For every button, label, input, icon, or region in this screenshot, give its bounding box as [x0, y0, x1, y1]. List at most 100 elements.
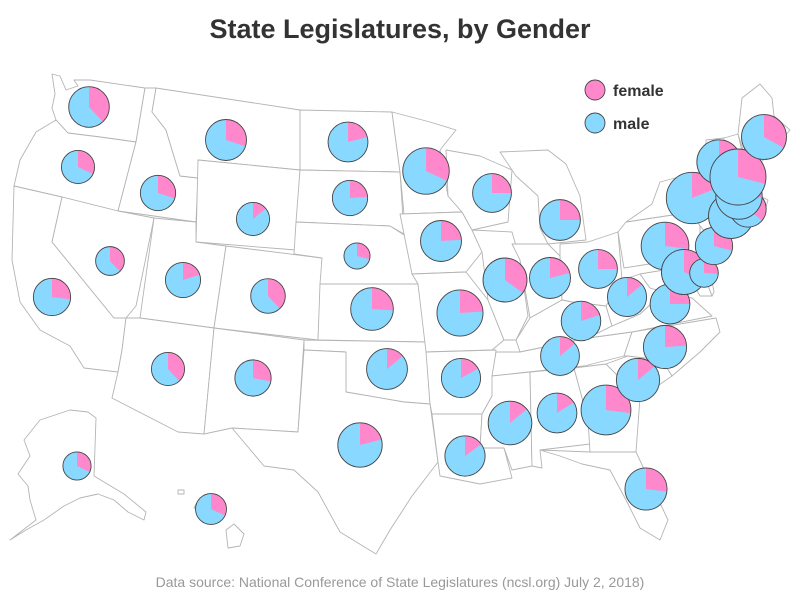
pie-outline — [250, 278, 286, 314]
state-pie-ky — [560, 300, 602, 342]
state-pie-id — [139, 174, 177, 212]
pie-outline — [68, 86, 110, 128]
state-pie-nc — [642, 324, 688, 370]
pie-outline — [402, 147, 450, 195]
pie-outline — [580, 384, 632, 436]
pie-outline — [95, 246, 125, 276]
pie-slice-female — [665, 222, 689, 249]
pie-outline — [487, 400, 533, 446]
pie-slice-female — [360, 422, 382, 445]
pie-slice-female — [560, 199, 581, 220]
pie-slice-female — [350, 180, 368, 198]
pie-outline — [482, 257, 528, 303]
state-pie-al — [536, 392, 578, 434]
state-pie-nd — [327, 121, 369, 163]
state-pie-az — [150, 351, 186, 387]
legend-item-male: male — [584, 112, 650, 134]
pie-outline — [235, 201, 271, 237]
pie-slice-female — [606, 385, 631, 414]
pie-slice-female — [646, 467, 668, 492]
pie-slice-female — [505, 258, 527, 293]
state-pie-nm — [234, 359, 272, 397]
pie-slice-female — [183, 262, 200, 280]
pie-outline — [343, 242, 371, 270]
pie-outline — [578, 249, 618, 289]
state-shape-tx — [231, 349, 439, 555]
pie-outline — [62, 451, 92, 481]
state-pie-me — [741, 114, 787, 160]
pie-outline — [234, 359, 272, 397]
pie-slice-female — [665, 325, 687, 347]
state-pie-ms — [487, 400, 533, 446]
pie-outline — [440, 357, 482, 399]
pie-slice-female — [268, 278, 286, 309]
pie-outline — [420, 220, 462, 262]
state-pie-wa — [68, 86, 110, 128]
state-pie-ar — [440, 357, 482, 399]
legend-swatch-male — [584, 112, 606, 134]
pie-slice-female — [627, 277, 643, 297]
pie-slice-female — [692, 172, 716, 198]
map-title: State Legislatures, by Gender — [209, 14, 591, 44]
state-pie-oh — [578, 249, 618, 289]
pie-outline — [327, 121, 369, 163]
pie-outline — [529, 257, 571, 299]
state-pie-ut — [164, 261, 202, 299]
pie-slice-female — [52, 278, 71, 300]
pie-outline — [709, 148, 767, 206]
pie-slice-female — [638, 358, 655, 380]
state-pie-tn — [540, 336, 580, 376]
pie-slice-female — [764, 114, 787, 148]
legend-swatch-female — [584, 79, 606, 101]
pie-outline — [331, 179, 369, 217]
pie-slice-female — [253, 359, 272, 382]
pie-outline — [615, 357, 661, 403]
legend: female male — [584, 79, 664, 134]
state-pie-ks — [350, 287, 394, 331]
pie-slice-female — [226, 119, 247, 147]
state-pie-wi — [472, 173, 512, 213]
state-pie-wv — [607, 277, 647, 317]
state-pie-mi — [539, 199, 581, 241]
pie-slice-female — [357, 242, 371, 260]
pie-slice-female — [550, 257, 570, 278]
pie-outline — [150, 351, 186, 387]
state-pie-in — [529, 257, 571, 299]
pie-outline — [164, 261, 202, 299]
pie-slice-female — [89, 86, 110, 122]
pie-slice-female — [441, 220, 462, 241]
pie-outline — [642, 324, 688, 370]
pie-outline — [337, 422, 383, 468]
state-pie-mt — [205, 119, 247, 161]
state-pie-la — [444, 435, 486, 477]
pie-outline — [624, 467, 668, 511]
pie-slice-female — [492, 173, 512, 193]
state-pie-nh — [709, 148, 767, 206]
data-source-note: Data source: National Conference of Stat… — [155, 574, 645, 590]
pie-slice-female — [460, 289, 483, 313]
pie-outline — [607, 277, 647, 317]
legend-label-male: male — [613, 116, 650, 133]
pie-slice-female — [465, 435, 482, 456]
pie-outline — [60, 149, 96, 185]
pie-outline — [444, 435, 486, 477]
state-shape-hi-1 — [225, 523, 245, 549]
pie-slice-female — [738, 149, 766, 184]
state-pie-ak — [62, 451, 92, 481]
state-pie-hi — [195, 493, 227, 525]
state-pie-mn — [402, 147, 450, 195]
state-pies-layer — [32, 86, 787, 525]
state-shape-hi-4 — [177, 489, 185, 495]
pie-slice-female — [110, 246, 125, 272]
state-pie-sc — [615, 357, 661, 403]
state-pie-ia — [420, 220, 462, 262]
state-pie-fl — [624, 467, 668, 511]
pie-outline — [472, 173, 512, 213]
state-pie-ga — [580, 384, 632, 436]
state-pie-tx — [337, 422, 383, 468]
state-pie-ne — [343, 242, 371, 270]
pie-outline — [741, 114, 787, 160]
pie-outline — [195, 493, 227, 525]
pie-outline — [436, 289, 484, 337]
